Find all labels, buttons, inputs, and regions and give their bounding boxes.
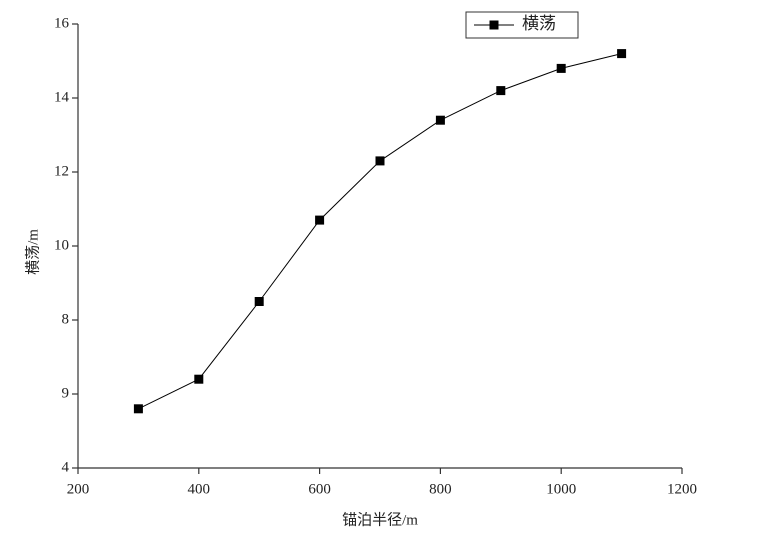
data-point xyxy=(133,404,143,414)
y-tick-label: 14 xyxy=(54,89,70,105)
legend-marker xyxy=(489,20,499,30)
x-tick-label: 400 xyxy=(188,481,211,497)
data-point xyxy=(496,86,506,96)
data-point xyxy=(375,156,385,166)
data-point xyxy=(194,374,204,384)
y-tick-label: 10 xyxy=(54,237,69,253)
x-tick-label: 1200 xyxy=(667,481,697,497)
data-point xyxy=(435,115,445,125)
data-point xyxy=(315,215,325,225)
y-tick-label: 8 xyxy=(62,311,70,327)
y-tick-label: 12 xyxy=(54,163,69,179)
series-line xyxy=(138,53,622,410)
x-tick-label: 1000 xyxy=(546,481,576,497)
data-point xyxy=(617,49,627,59)
data-point xyxy=(556,63,566,73)
x-axis-label: 锚泊半径/m xyxy=(342,511,418,528)
y-tick-label: 4 xyxy=(62,459,70,475)
x-tick-label: 800 xyxy=(429,481,452,497)
legend-box xyxy=(465,11,579,39)
y-axis-label: 横荡/m xyxy=(24,229,41,275)
x-tick-label: 200 xyxy=(67,481,90,497)
y-tick-label: 9 xyxy=(62,385,70,401)
data-point xyxy=(254,297,264,306)
y-tick-label: 16 xyxy=(54,15,70,31)
x-tick-label: 600 xyxy=(308,481,331,497)
legend-label: 横荡 xyxy=(522,14,556,33)
